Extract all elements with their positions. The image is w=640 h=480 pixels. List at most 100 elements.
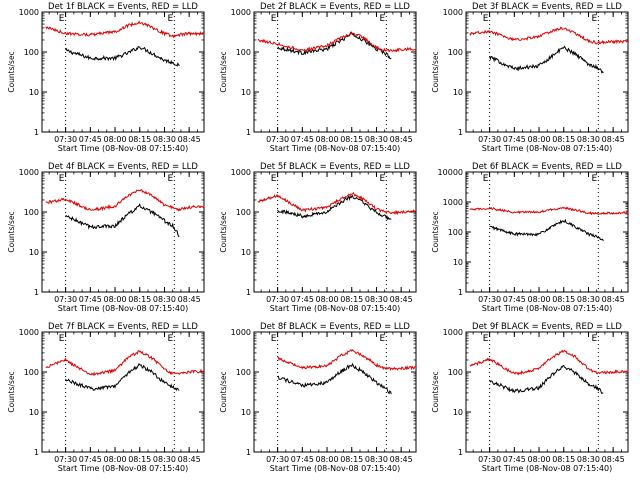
y-tick-label: 100 <box>24 48 39 57</box>
y-tick-label: 10 <box>29 408 39 417</box>
x-tick-label: 07:45 <box>503 455 526 464</box>
x-tick-label: 08:30 <box>153 295 176 304</box>
marker-label: E <box>271 14 277 24</box>
x-tick-label: 08:00 <box>528 135 551 144</box>
x-tick-label: 08:00 <box>316 295 339 304</box>
x-tick-label: 08:00 <box>104 295 127 304</box>
y-tick-label: 10 <box>241 248 251 257</box>
y-axis-label: Counts/sec <box>219 51 228 92</box>
x-tick-label: 08:30 <box>365 135 388 144</box>
x-tick-label: 08:15 <box>552 295 575 304</box>
panel-title: Det 6f BLACK = Events, RED = LLD <box>472 162 622 172</box>
x-tick-label: 08:00 <box>104 135 127 144</box>
lld-series-line <box>45 188 205 212</box>
plot-frame <box>253 331 417 453</box>
y-axis-label: Counts/sec <box>7 51 16 92</box>
lld-series-line <box>277 349 417 371</box>
marker-label: E <box>271 334 277 344</box>
events-series-line <box>277 362 392 395</box>
events-series-line <box>277 31 392 60</box>
marker-label: E <box>380 14 386 24</box>
x-tick-label: 08:45 <box>390 455 413 464</box>
y-tick-label: 10 <box>29 248 39 257</box>
y-tick-label: 10 <box>241 408 251 417</box>
y-tick-label: 1 <box>246 128 251 137</box>
marker-label: E <box>592 14 598 24</box>
x-tick-label: 08:00 <box>528 455 551 464</box>
x-axis-label: Start Time (08-Nov-08 07:15:40) <box>270 144 400 153</box>
lld-series-line <box>469 349 629 376</box>
marker-label: E <box>168 14 174 24</box>
y-tick-label: 100 <box>24 208 39 217</box>
y-tick-label: 100 <box>236 368 251 377</box>
lld-series-line <box>257 30 417 53</box>
x-tick-label: 07:30 <box>478 295 501 304</box>
y-axis-label: Counts/sec <box>219 211 228 252</box>
y-tick-label: 1000 <box>231 8 251 17</box>
plot-frame <box>41 171 205 293</box>
x-tick-label: 07:45 <box>503 295 526 304</box>
x-tick-label: 08:30 <box>365 455 388 464</box>
x-tick-label: 07:45 <box>291 295 314 304</box>
events-series-line <box>65 362 180 392</box>
y-tick-label: 1 <box>34 448 39 457</box>
y-tick-label: 100 <box>24 368 39 377</box>
x-tick-label: 07:45 <box>291 135 314 144</box>
x-tick-label: 08:30 <box>577 295 600 304</box>
marker-label: E <box>271 174 277 184</box>
panel-title: Det 1f BLACK = Events, RED = LLD <box>48 2 198 12</box>
events-series-line <box>489 218 604 242</box>
marker-label: E <box>59 174 65 184</box>
panel-title: Det 4f BLACK = Events, RED = LLD <box>48 162 198 172</box>
x-tick-label: 08:15 <box>340 455 363 464</box>
x-tick-label: 08:30 <box>577 455 600 464</box>
lld-series-line <box>45 20 205 39</box>
panel-title: Det 7f BLACK = Events, RED = LLD <box>48 322 198 332</box>
x-tick-label: 08:45 <box>390 135 413 144</box>
marker-label: E <box>59 14 65 24</box>
x-tick-label: 08:30 <box>153 455 176 464</box>
x-tick-label: 07:30 <box>478 135 501 144</box>
y-axis-label: Counts/sec <box>7 211 16 252</box>
panel-title: Det 9f BLACK = Events, RED = LLD <box>472 322 622 332</box>
x-axis-label: Start Time (08-Nov-08 07:15:40) <box>58 304 188 313</box>
marker-label: E <box>168 334 174 344</box>
events-series-line <box>277 195 392 221</box>
x-tick-label: 08:45 <box>178 135 201 144</box>
x-tick-label: 07:30 <box>266 135 289 144</box>
y-tick-label: 1000 <box>443 198 463 207</box>
marker-label: E <box>380 174 386 184</box>
marker-label: E <box>592 334 598 344</box>
x-tick-label: 08:45 <box>390 295 413 304</box>
y-tick-label: 100 <box>448 228 463 237</box>
panel-title: Det 8f BLACK = Events, RED = LLD <box>260 322 410 332</box>
y-tick-label: 1 <box>34 128 39 137</box>
y-tick-label: 1000 <box>443 8 463 17</box>
lld-series-line <box>469 26 629 45</box>
marker-label: E <box>59 334 65 344</box>
x-tick-label: 08:15 <box>128 135 151 144</box>
marker-label: E <box>380 334 386 344</box>
y-tick-label: 1000 <box>443 328 463 337</box>
marker-label: E <box>592 174 598 184</box>
y-tick-label: 10000 <box>438 168 463 177</box>
x-tick-label: 07:45 <box>79 455 102 464</box>
lld-series-line <box>257 192 416 216</box>
plot-frame <box>465 331 629 453</box>
y-tick-label: 1 <box>458 128 463 137</box>
x-tick-label: 08:15 <box>340 295 363 304</box>
plot-frame <box>41 11 205 133</box>
y-tick-label: 10 <box>453 258 463 267</box>
x-axis-label: Start Time (08-Nov-08 07:15:40) <box>58 144 188 153</box>
y-tick-label: 10 <box>453 408 463 417</box>
events-series-line <box>65 45 180 67</box>
x-tick-label: 08:15 <box>552 455 575 464</box>
y-tick-label: 1 <box>246 288 251 297</box>
x-axis-label: Start Time (08-Nov-08 07:15:40) <box>270 464 400 473</box>
events-series-line <box>489 364 604 395</box>
x-tick-label: 08:15 <box>340 135 363 144</box>
y-tick-label: 10 <box>453 88 463 97</box>
y-tick-label: 100 <box>448 368 463 377</box>
x-tick-label: 07:45 <box>503 135 526 144</box>
